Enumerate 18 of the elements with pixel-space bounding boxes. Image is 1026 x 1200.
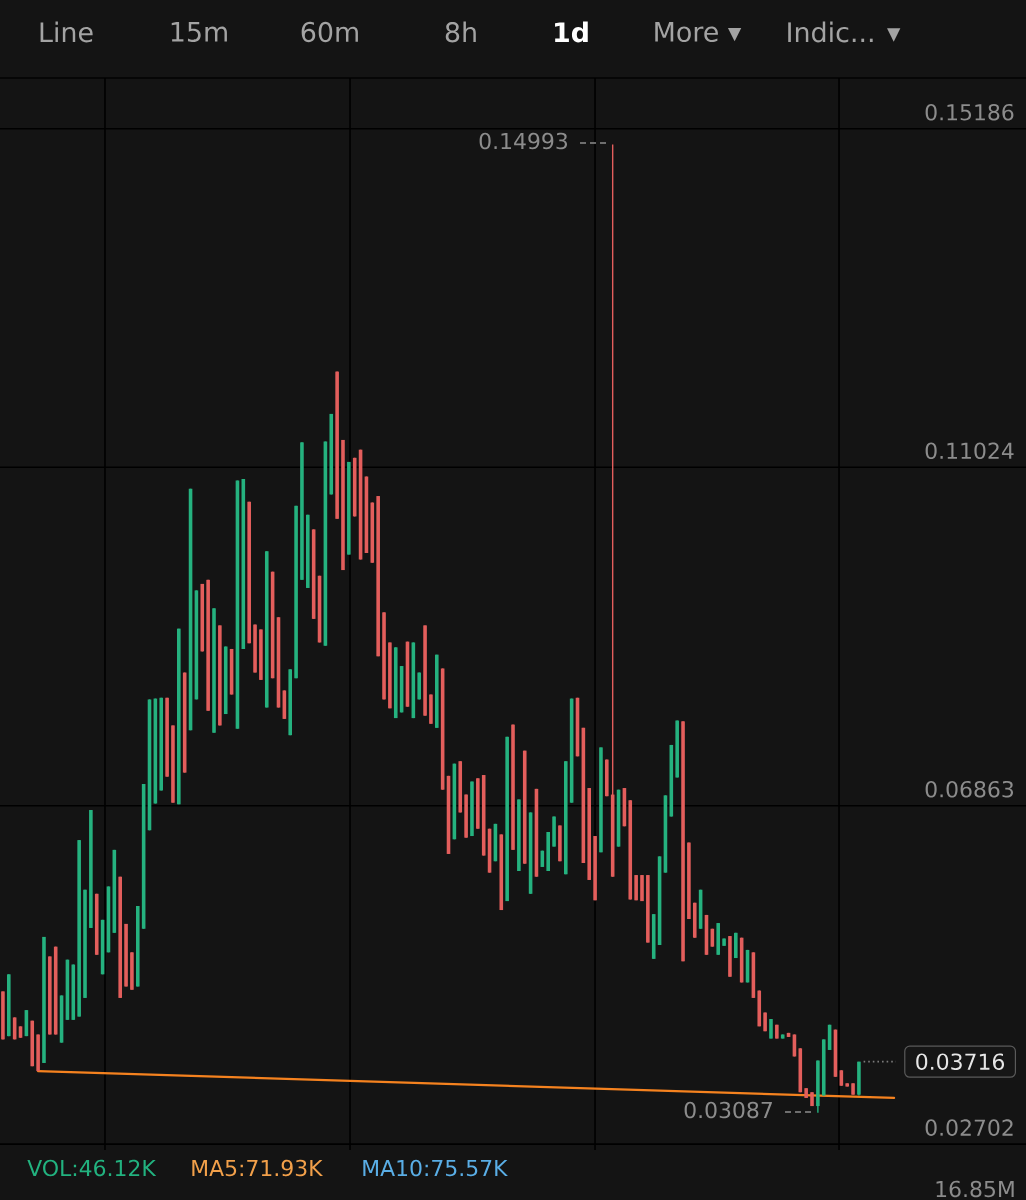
- text: 15m: [171, 21, 227, 42]
- y-tick-label: 0.06863: [925, 780, 1014, 798]
- y-tick-label: 0.15186: [925, 103, 1014, 121]
- text: 16.85M: [936, 1180, 1014, 1198]
- text: More ▾: [655, 21, 742, 42]
- annotation: 0.03087: [684, 1101, 772, 1119]
- text: VOL:46.12K: [27, 1159, 157, 1177]
- annotation: 0.14993: [479, 132, 568, 150]
- text: 8h: [445, 21, 476, 43]
- text: Line: [40, 21, 93, 43]
- ref-line-label: 0.03716: [916, 1053, 1005, 1070]
- text: 60m: [301, 21, 358, 43]
- y-tick-label: 0.11024: [925, 442, 1014, 460]
- y-tick-label: 0.02702: [925, 1119, 1013, 1136]
- text: Indic... ▾: [788, 21, 901, 43]
- text: MA10:75.57K: [363, 1159, 508, 1177]
- text: MA5:71.93K: [192, 1159, 323, 1177]
- text: 1d: [555, 21, 588, 43]
